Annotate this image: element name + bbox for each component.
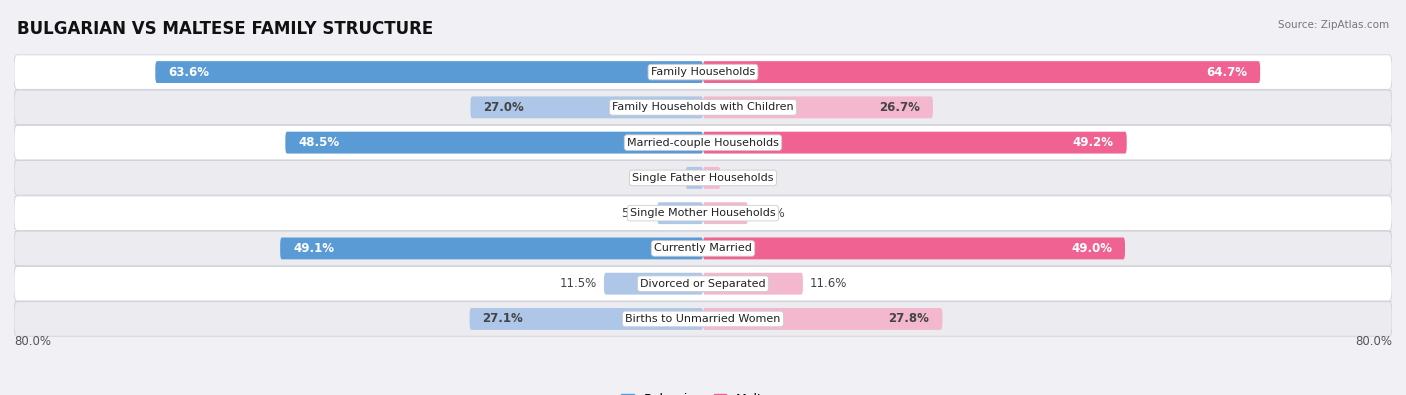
FancyBboxPatch shape	[703, 167, 720, 189]
FancyBboxPatch shape	[703, 202, 748, 224]
Legend: Bulgarian, Maltese: Bulgarian, Maltese	[616, 388, 790, 395]
Text: 49.0%: 49.0%	[1071, 242, 1112, 255]
Text: Single Mother Households: Single Mother Households	[630, 208, 776, 218]
Text: Married-couple Households: Married-couple Households	[627, 137, 779, 148]
Text: 11.6%: 11.6%	[810, 277, 848, 290]
Text: 2.0%: 2.0%	[727, 171, 756, 184]
FancyBboxPatch shape	[703, 308, 942, 330]
FancyBboxPatch shape	[14, 161, 1392, 195]
FancyBboxPatch shape	[703, 132, 1126, 154]
Text: 49.1%: 49.1%	[292, 242, 335, 255]
Text: Currently Married: Currently Married	[654, 243, 752, 254]
FancyBboxPatch shape	[14, 231, 1392, 266]
Text: 27.0%: 27.0%	[484, 101, 524, 114]
FancyBboxPatch shape	[14, 125, 1392, 160]
FancyBboxPatch shape	[703, 96, 934, 118]
FancyBboxPatch shape	[14, 196, 1392, 230]
Text: Family Households: Family Households	[651, 67, 755, 77]
Text: 11.5%: 11.5%	[560, 277, 598, 290]
Text: 2.0%: 2.0%	[650, 171, 679, 184]
FancyBboxPatch shape	[280, 237, 703, 260]
FancyBboxPatch shape	[14, 90, 1392, 125]
FancyBboxPatch shape	[703, 61, 1260, 83]
Text: 49.2%: 49.2%	[1073, 136, 1114, 149]
Text: 80.0%: 80.0%	[1355, 335, 1392, 348]
Text: Divorced or Separated: Divorced or Separated	[640, 279, 766, 289]
Text: Family Households with Children: Family Households with Children	[612, 102, 794, 112]
Text: 63.6%: 63.6%	[169, 66, 209, 79]
FancyBboxPatch shape	[285, 132, 703, 154]
Text: 27.1%: 27.1%	[482, 312, 523, 325]
Text: 80.0%: 80.0%	[14, 335, 51, 348]
Text: Single Father Households: Single Father Households	[633, 173, 773, 183]
Text: 5.2%: 5.2%	[755, 207, 785, 220]
Text: 27.8%: 27.8%	[889, 312, 929, 325]
Text: Births to Unmarried Women: Births to Unmarried Women	[626, 314, 780, 324]
FancyBboxPatch shape	[605, 273, 703, 295]
Text: 64.7%: 64.7%	[1206, 66, 1247, 79]
Text: BULGARIAN VS MALTESE FAMILY STRUCTURE: BULGARIAN VS MALTESE FAMILY STRUCTURE	[17, 20, 433, 38]
FancyBboxPatch shape	[14, 55, 1392, 89]
FancyBboxPatch shape	[471, 96, 703, 118]
FancyBboxPatch shape	[14, 302, 1392, 336]
Text: 48.5%: 48.5%	[298, 136, 339, 149]
FancyBboxPatch shape	[703, 237, 1125, 260]
Text: 26.7%: 26.7%	[879, 101, 920, 114]
Text: 5.3%: 5.3%	[621, 207, 651, 220]
FancyBboxPatch shape	[14, 266, 1392, 301]
FancyBboxPatch shape	[703, 273, 803, 295]
FancyBboxPatch shape	[470, 308, 703, 330]
Text: Source: ZipAtlas.com: Source: ZipAtlas.com	[1278, 20, 1389, 30]
FancyBboxPatch shape	[155, 61, 703, 83]
FancyBboxPatch shape	[686, 167, 703, 189]
FancyBboxPatch shape	[658, 202, 703, 224]
